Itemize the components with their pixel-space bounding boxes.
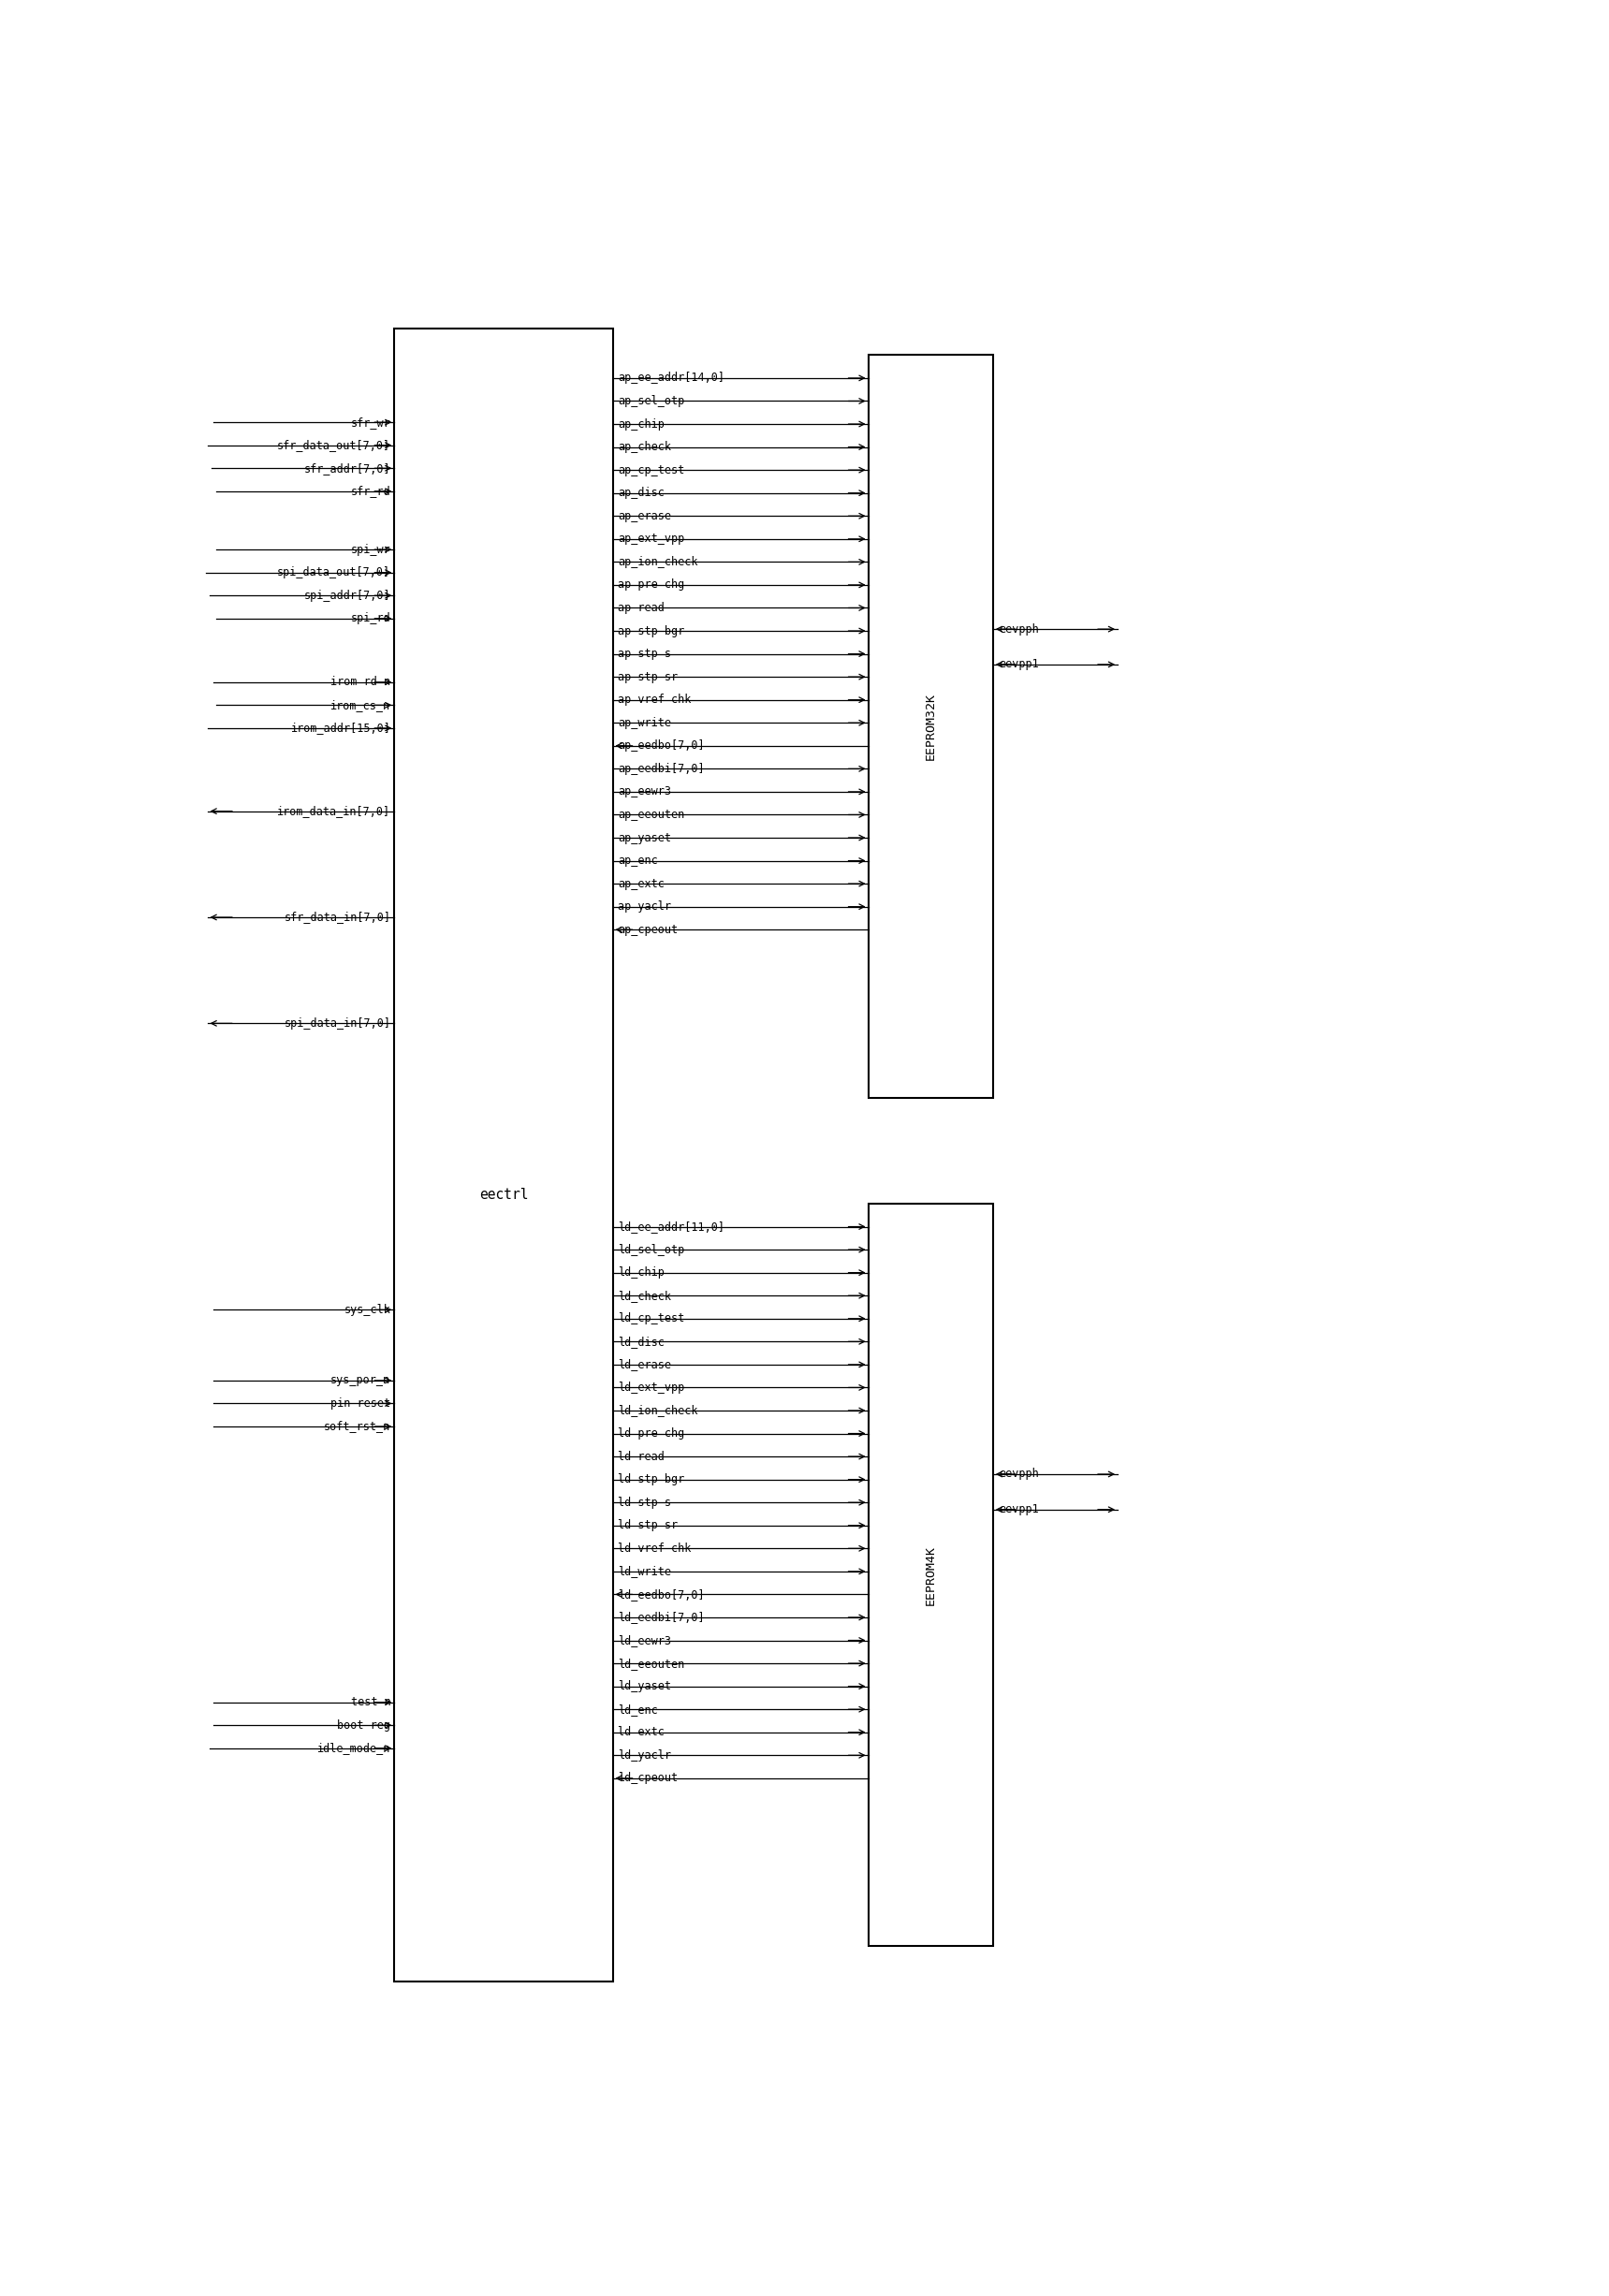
Text: ap_eewr3: ap_eewr3 [618,785,671,797]
Text: irom_data_in[7,0]: irom_data_in[7,0] [277,806,391,817]
Text: eevpph: eevpph [999,1467,1039,1481]
Text: ap_cp_test: ap_cp_test [618,464,684,475]
Text: idle_mode_n: idle_mode_n [317,1743,391,1754]
Text: ld_eeouten: ld_eeouten [618,1658,684,1669]
Text: test n: test n [351,1697,391,1708]
Text: ap_eedbo[7,0]: ap_eedbo[7,0] [618,739,705,751]
Text: spi_data_in[7,0]: spi_data_in[7,0] [283,1017,391,1029]
Text: eectrl: eectrl [479,1187,529,1201]
Text: spi_rd: spi_rd [351,613,391,625]
Text: ap_ion_check: ap_ion_check [618,556,698,567]
Text: ld_yaset: ld_yaset [618,1681,671,1692]
Text: ld_enc: ld_enc [618,1704,658,1715]
Text: ld_eedbo[7,0]: ld_eedbo[7,0] [618,1589,705,1600]
Text: ap_erase: ap_erase [618,510,671,521]
Text: ap_eedbi[7,0]: ap_eedbi[7,0] [618,762,705,774]
Text: ld vref chk: ld vref chk [618,1543,690,1554]
Text: spi_wr: spi_wr [351,544,391,556]
Text: EEPROM4K: EEPROM4K [925,1545,936,1605]
Text: irom_cs_n: irom_cs_n [330,698,391,712]
Text: ld read: ld read [618,1451,665,1463]
Bar [869,1203,993,1947]
Text: ap_cpeout: ap_cpeout [618,923,677,937]
Text: ap_check: ap_check [618,441,671,452]
Text: eevpp1: eevpp1 [999,1504,1039,1515]
Text: sys_clk: sys_clk [344,1304,391,1316]
Bar [394,328,613,1981]
Text: pin reset: pin reset [330,1398,391,1410]
Text: sfr_rd: sfr_rd [351,484,391,498]
Text: spi_data_out[7,0]: spi_data_out[7,0] [277,567,391,579]
Text: ld_ee_addr[11,0]: ld_ee_addr[11,0] [618,1221,724,1233]
Text: EEPROM32K: EEPROM32K [925,693,936,760]
Text: ld_cpeout: ld_cpeout [618,1773,677,1784]
Text: ld_eewr3: ld_eewr3 [618,1635,671,1646]
Text: ld_check: ld_check [618,1290,671,1302]
Text: ap read: ap read [618,602,665,613]
Text: ap_ee_addr[14,0]: ap_ee_addr[14,0] [618,372,724,383]
Text: sfr_data_in[7,0]: sfr_data_in[7,0] [283,912,391,923]
Text: eevpph: eevpph [999,622,1039,636]
Text: ld stp bgr: ld stp bgr [618,1474,684,1486]
Text: spi_addr[7,0]: spi_addr[7,0] [304,590,391,602]
Text: ld_ext_vpp: ld_ext_vpp [618,1382,684,1394]
Text: ld stp sr: ld stp sr [618,1520,677,1531]
Text: ld stp s: ld stp s [618,1497,671,1508]
Text: ap_chip: ap_chip [618,418,665,429]
Text: sfr_wr: sfr_wr [351,416,391,429]
Text: ld_yaclr: ld_yaclr [618,1750,671,1761]
Bar [869,356,993,1097]
Text: irom_addr[15,0]: irom_addr[15,0] [291,721,391,735]
Text: eevpp1: eevpp1 [999,659,1039,670]
Text: ap vref chk: ap vref chk [618,693,690,705]
Text: ap_ext_vpp: ap_ext_vpp [618,533,684,544]
Text: irom rd n: irom rd n [330,675,391,689]
Text: sfr_data_out[7,0]: sfr_data_out[7,0] [277,439,391,452]
Text: ap_yaset: ap_yaset [618,831,671,845]
Text: ap stp sr: ap stp sr [618,670,677,682]
Text: ld_erase: ld_erase [618,1359,671,1371]
Text: ap_sel_otp: ap_sel_otp [618,395,684,406]
Text: ap stp s: ap stp s [618,647,671,659]
Text: soft_rst_n: soft_rst_n [323,1421,391,1433]
Text: ld_disc: ld_disc [618,1336,665,1348]
Text: ap_extc: ap_extc [618,877,665,891]
Text: ld_write: ld_write [618,1566,671,1577]
Text: boot reg: boot reg [338,1720,391,1731]
Text: ap_write: ap_write [618,716,671,728]
Text: ld pre chg: ld pre chg [618,1428,684,1440]
Text: ld extc: ld extc [618,1727,665,1738]
Text: ap_disc: ap_disc [618,487,665,498]
Text: ld_chip: ld_chip [618,1267,665,1279]
Text: ap stp bgr: ap stp bgr [618,625,684,636]
Text: ap_enc: ap_enc [618,854,658,868]
Text: ld_ion_check: ld_ion_check [618,1405,698,1417]
Text: ld_sel_otp: ld_sel_otp [618,1244,684,1256]
Text: sys_por_n: sys_por_n [330,1375,391,1387]
Text: ld_cp_test: ld_cp_test [618,1313,684,1325]
Text: sfr_addr[7,0]: sfr_addr[7,0] [304,461,391,475]
Text: ap pre chg: ap pre chg [618,579,684,590]
Text: ap yaclr: ap yaclr [618,900,671,914]
Text: ap_eeouten: ap_eeouten [618,808,684,820]
Text: ld_eedbi[7,0]: ld_eedbi[7,0] [618,1612,705,1623]
